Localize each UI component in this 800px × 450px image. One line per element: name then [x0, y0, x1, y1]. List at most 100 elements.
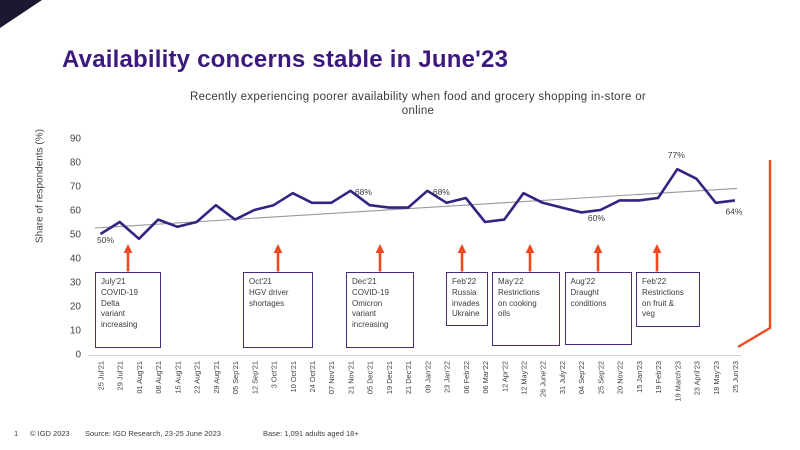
event-arrow-head: [652, 244, 662, 253]
x-tick-label: 21 Dec'21: [404, 361, 413, 394]
y-tick-label: 0: [75, 350, 81, 361]
data-point-label: 60%: [588, 213, 605, 223]
x-tick-label: 15 Aug'21: [173, 361, 182, 394]
event-annotation-text: Dec'21: [352, 277, 377, 286]
event-annotation-text: HGV driver: [249, 287, 289, 297]
event-annotation-text: Ukraine: [452, 309, 480, 319]
event-arrow-head: [123, 244, 133, 253]
event-annotation-text: invades: [452, 298, 480, 308]
y-tick-label: 20: [70, 302, 82, 313]
x-tick-label: 21 Nov'21: [346, 361, 355, 394]
trend-line: [94, 187, 738, 229]
event-annotation-text: Oct'21: [249, 277, 272, 286]
x-tick-label: 05 Dec'21: [366, 361, 375, 394]
x-tick-label: 25 Jul'21: [97, 361, 106, 390]
x-tick-label: 12 May'22: [519, 361, 528, 395]
event-annotation-text: Russia: [452, 287, 477, 297]
x-tick-label: 09 Jan'22: [423, 361, 432, 393]
chart-title: Recently experiencing poorer availabilit…: [36, 90, 800, 119]
data-point-label: 64%: [725, 206, 742, 216]
x-tick-label: 29 Aug'21: [212, 361, 221, 394]
event-annotation-text: COVID-19: [101, 287, 138, 297]
x-tick-label: 19 Dec'21: [385, 361, 394, 394]
event-annotation-text: variant: [101, 309, 126, 319]
event-annotation-text: Restrictions: [498, 287, 540, 297]
x-tick-label: 18 May'23: [712, 361, 721, 395]
event-annotation-text: Delta: [101, 298, 120, 308]
x-tick-label: 23 April'23: [693, 361, 702, 395]
event-annotation-text: veg: [642, 309, 655, 319]
x-tick-label: 23 Jan'22: [443, 361, 452, 393]
x-tick-label: 12 Apr'22: [500, 361, 509, 392]
x-tick-label: 25 Jun'23: [731, 361, 740, 393]
x-tick-label: 19 Feb'23: [654, 361, 663, 394]
event-annotation-text: Restrictions: [642, 287, 684, 297]
source-text: Source: IGD Research, 23-25 June 2023: [85, 429, 221, 438]
y-tick-label: 60: [70, 206, 82, 217]
event-annotation-text: Omicron: [352, 298, 383, 308]
event-annotation-text: increasing: [352, 320, 389, 330]
data-point-label: 77%: [668, 150, 685, 160]
x-tick-label: 19 March'23: [673, 361, 682, 401]
y-tick-label: 10: [70, 326, 82, 337]
event-annotation-text: variant: [352, 309, 377, 319]
x-tick-label: 12 Sep'21: [250, 361, 259, 394]
x-tick-label: 26 June'22: [539, 361, 548, 397]
x-tick-label: 06 Feb'22: [462, 361, 471, 394]
page-number: 1: [14, 429, 19, 438]
chart-title-line1: Recently experiencing poorer availabilit…: [189, 91, 647, 103]
y-tick-label: 30: [70, 278, 82, 289]
event-annotation-text: oils: [498, 309, 511, 319]
event-annotation-text: July'21: [101, 277, 126, 286]
event-annotation-box: Aug'22 Draught conditions: [564, 272, 632, 345]
y-tick-label: 90: [70, 134, 82, 145]
x-tick-label: 08 Aug'21: [154, 361, 163, 394]
event-annotation-box: Feb'22 Russia invades Ukraine: [446, 272, 488, 326]
x-tick-label: 01 Aug'21: [135, 361, 144, 394]
corner-triangle-decoration: [0, 0, 42, 28]
y-tick-label: 80: [70, 158, 82, 169]
x-tick-label: 25 Sep'22: [596, 361, 605, 394]
event-arrow-head: [593, 244, 603, 253]
x-tick-label: 22 Aug'21: [193, 361, 202, 394]
x-tick-label: 15 Jan'23: [635, 361, 644, 393]
event-arrow-head: [525, 244, 535, 253]
data-series-line: [99, 167, 736, 241]
right-edge-orange-decoration: [737, 160, 772, 349]
y-tick-label: 50: [70, 230, 82, 241]
y-tick-label: 70: [70, 182, 82, 193]
event-annotation-box: Feb'22 Restrictions on fruit & veg: [636, 272, 700, 327]
event-arrow-head: [375, 244, 385, 253]
data-point-label: 68%: [433, 187, 450, 197]
x-tick-label: 29 Jul'21: [116, 361, 125, 390]
copyright-text: © IGD 2023: [30, 429, 70, 438]
event-annotation-text: Feb'22: [642, 277, 667, 286]
data-point-label: 68%: [355, 187, 372, 197]
event-annotation-text: increasing: [101, 320, 138, 330]
event-annotation-text: COVID-19: [352, 287, 389, 297]
x-tick-label: 06 Mar'22: [481, 361, 490, 394]
event-annotation-text: on cooking: [498, 298, 537, 308]
event-annotation-text: conditions: [570, 298, 607, 308]
y-tick-label: 40: [70, 254, 82, 265]
x-tick-label: 05 Sep'21: [231, 361, 240, 394]
event-annotation-box: Dec'21 COVID-19 Omicron variant increasing: [346, 272, 414, 348]
event-annotation-text: Draught: [570, 287, 599, 297]
base-text: Base: 1,091 adults aged 18+: [263, 429, 359, 438]
x-tick-label: 07 Nov'21: [327, 361, 336, 394]
chart-title-line2: online: [401, 105, 435, 118]
x-tick-label: 31 July'22: [558, 361, 567, 394]
x-tick-label: 20 Nov'22: [616, 361, 625, 394]
event-annotation-box: Oct'21 HGV driver shortages: [243, 272, 313, 348]
event-arrow-head: [457, 244, 467, 253]
event-annotation-text: Aug'22: [570, 277, 596, 286]
x-tick-label: 04 Sep'22: [577, 361, 586, 394]
page-title: Availability concerns stable in June'23: [62, 46, 509, 73]
event-annotation-box: May'22 Restrictions on cooking oils: [492, 272, 560, 346]
x-tick-label: 24 Oct'21: [308, 361, 317, 392]
event-annotation-text: Feb'22: [452, 277, 477, 286]
event-arrow-head: [273, 244, 283, 253]
x-tick-label: 10 Oct'21: [289, 361, 298, 392]
